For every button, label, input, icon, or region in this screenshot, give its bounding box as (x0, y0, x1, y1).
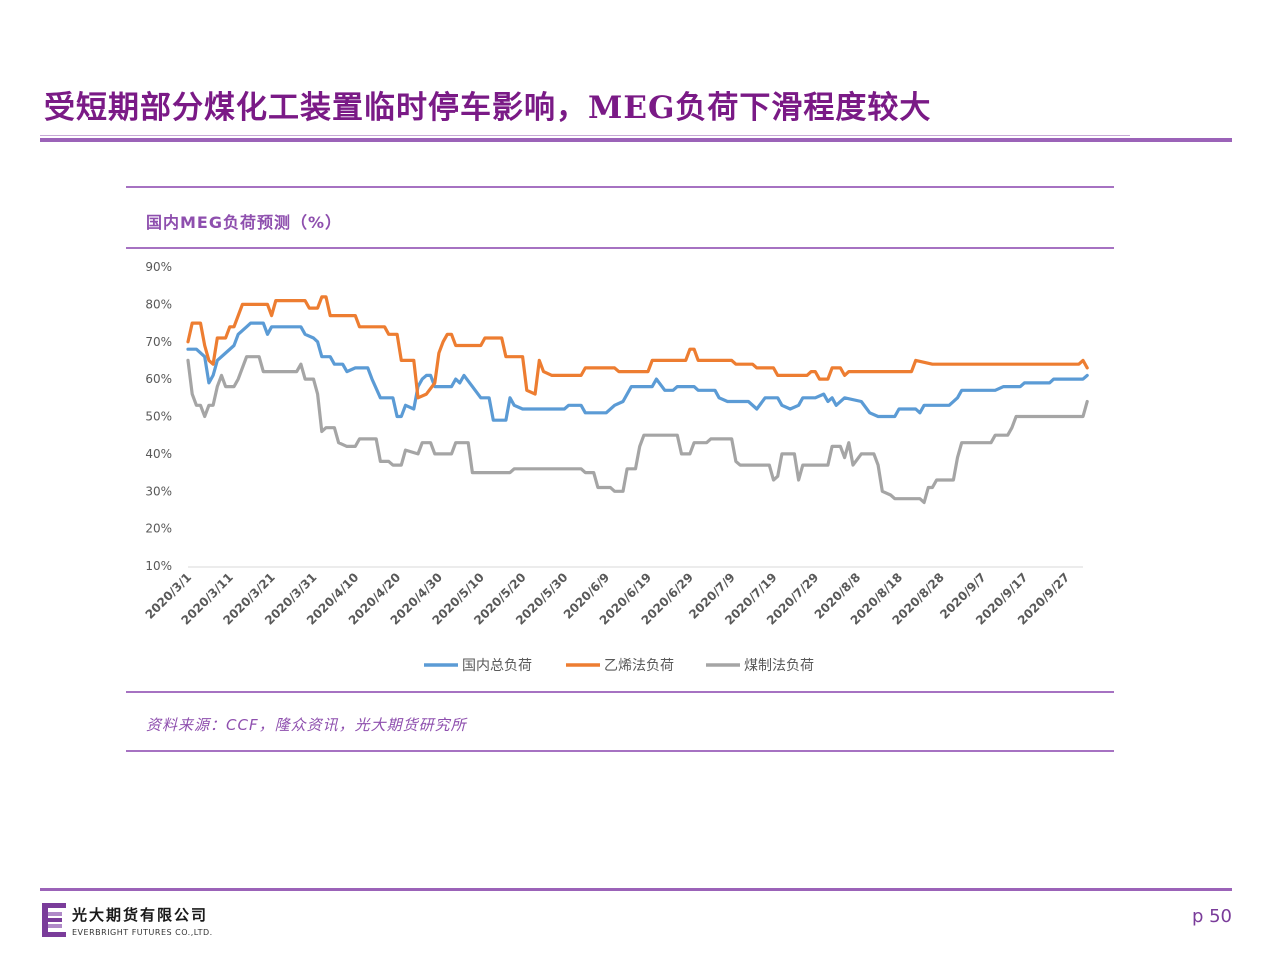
series-group (186, 295, 1089, 505)
source-rule (126, 750, 1114, 752)
chart-panel-top-rule (126, 186, 1114, 188)
title-rule (40, 138, 1232, 142)
y-tick-label: 90% (145, 260, 172, 274)
y-axis: 10% 20% 30% 40% 50% 60% 70% 80% 90% (145, 260, 172, 573)
y-tick-label: 10% (145, 559, 172, 573)
legend: 国内总负荷 乙烯法负荷 煤制法负荷 (424, 658, 814, 674)
series-line-3 (186, 355, 1089, 505)
page-number: p 50 (1191, 906, 1232, 927)
y-tick-label: 80% (145, 297, 172, 311)
chart-title-rule (126, 247, 1114, 249)
series-line-2 (186, 295, 1089, 400)
everbright-logo-icon (42, 903, 66, 937)
slide-title: 受短期部分煤化工装置临时停车影响，MEG负荷下滑程度较大 (44, 90, 932, 126)
y-tick-label: 50% (145, 410, 172, 424)
legend-label: 国内总负荷 (462, 658, 532, 674)
source-note: 资料来源：CCF，隆众资讯，光大期货研究所 (146, 716, 467, 734)
series-line-1 (186, 321, 1089, 422)
chart-title: 国内MEG负荷预测（%） (146, 213, 343, 232)
y-tick-label: 70% (145, 335, 172, 349)
y-tick-label: 20% (145, 522, 172, 536)
chart-bottom-rule (126, 691, 1114, 693)
y-tick-label: 30% (145, 484, 172, 498)
title-rule-thin (40, 135, 1130, 136)
y-tick-label: 40% (145, 447, 172, 461)
y-tick-label: 60% (145, 372, 172, 386)
x-axis: 2020/3/12020/3/112020/3/212020/3/312020/… (143, 566, 1083, 628)
legend-label: 煤制法负荷 (744, 658, 814, 674)
company-name-cn: 光大期货有限公司 (72, 906, 209, 924)
company-name-en: EVERBRIGHT FUTURES CO.,LTD. (72, 928, 213, 937)
legend-label: 乙烯法负荷 (604, 658, 674, 674)
footer-rule (40, 888, 1232, 891)
